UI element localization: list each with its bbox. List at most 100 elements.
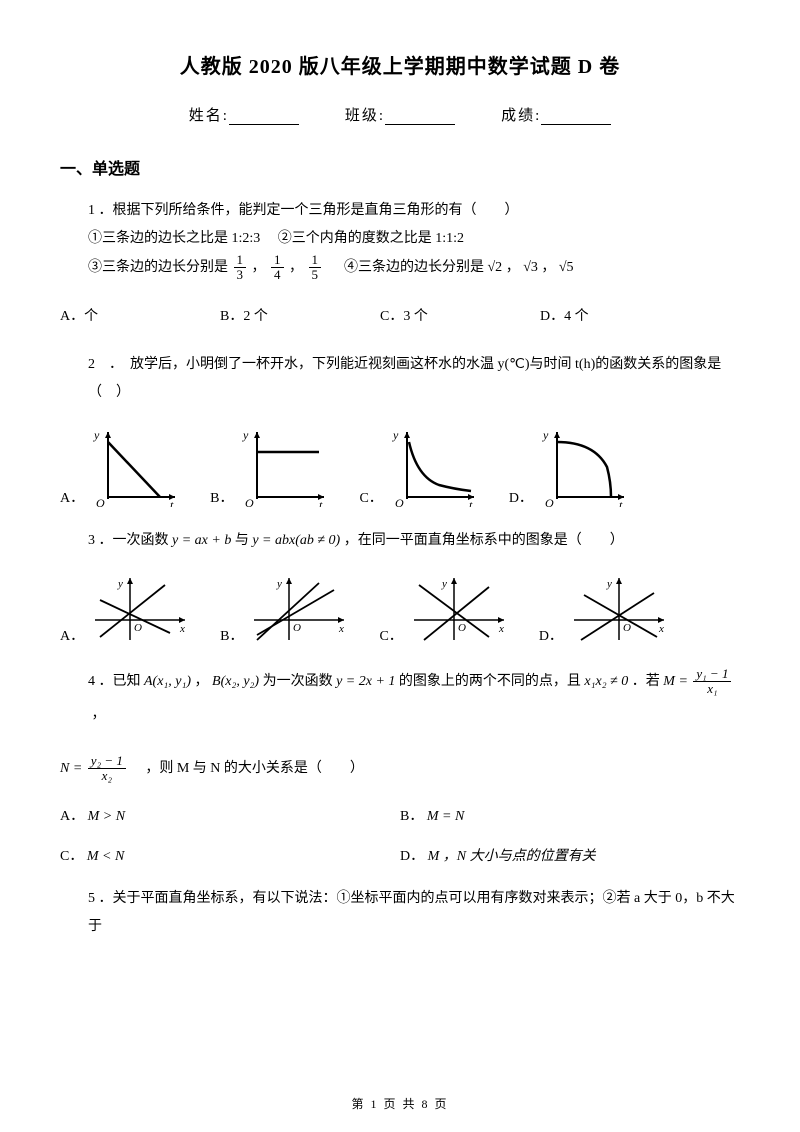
graph-q3-c: y x O <box>409 575 509 645</box>
name-blank[interactable] <box>229 109 299 125</box>
graph-q3-b: y x O <box>249 575 349 645</box>
svg-text:x: x <box>658 623 664 635</box>
svg-text:y: y <box>242 428 249 442</box>
q2-opt-b[interactable]: B． y t O <box>210 427 329 507</box>
q3-eq2: y = abx(ab ≠ 0) <box>252 533 340 548</box>
q3-opt-a[interactable]: A． y x O <box>60 575 190 645</box>
q1-opt-c[interactable]: C．3 个 <box>380 303 540 331</box>
q1-options: A．个 B．2 个 C．3 个 D．4 个 <box>60 303 740 331</box>
q1-comma2: ， <box>541 260 555 275</box>
q5-stem: 5 ．关于平面直角坐标系，有以下说法：①坐标平面内的点可以用有序数对来表示；②若… <box>88 885 740 941</box>
q3-opt-d[interactable]: D． y x O <box>539 575 669 645</box>
svg-text:y: y <box>276 578 282 590</box>
sqrt3: √3 <box>523 260 538 275</box>
q1-sep1: ， <box>252 260 266 275</box>
q2-label-a: A． <box>60 487 84 507</box>
svg-text:y: y <box>542 428 549 442</box>
svg-text:O: O <box>545 496 554 507</box>
q1-c4-prefix: ④三条边的边长分别是 <box>327 260 485 275</box>
q4-optA-label: A． <box>60 809 84 824</box>
q1-comma1: ， <box>506 260 520 275</box>
q4-opts-row1: A． M > N B． M = N <box>60 805 740 825</box>
svg-text:O: O <box>395 496 404 507</box>
question-1: 1 ．根据下列所给条件，能判定一个三角形是直角三角形的有（ ） ①三条边的边长之… <box>60 197 740 283</box>
q4-line2: N = y₂ − 1x₂ ，则 M 与 N 的大小关系是（ ） <box>60 752 740 786</box>
q4-optB-label: B． <box>400 809 423 824</box>
graph-q2-d: y t O <box>539 427 629 507</box>
graph-q2-c: y t O <box>389 427 479 507</box>
svg-text:O: O <box>96 496 105 507</box>
q2-opt-c[interactable]: C． y t O <box>359 427 478 507</box>
q4-optC-label: C． <box>60 849 83 864</box>
svg-text:y: y <box>117 578 123 590</box>
q4-optD-math: M ，N 大小与点的位置有关 <box>428 849 596 864</box>
svg-text:t: t <box>469 498 473 507</box>
q4-opt-d[interactable]: D． M ，N 大小与点的位置有关 <box>400 845 740 865</box>
svg-text:y: y <box>606 578 612 590</box>
q3-prefix: 3 ．一次函数 <box>88 533 169 548</box>
q3-opt-c[interactable]: C． y x O <box>379 575 508 645</box>
q4-prefix: 4 ．已知 <box>88 674 144 689</box>
q4-optD-label: D． <box>400 849 424 864</box>
name-label: 姓名: <box>189 108 229 124</box>
q4-opt-b[interactable]: B． M = N <box>400 805 740 825</box>
q4-optC-math: M < N <box>87 849 124 864</box>
svg-text:y: y <box>441 578 447 590</box>
sqrt2: √2 <box>488 260 503 275</box>
svg-text:O: O <box>245 496 254 507</box>
q1-opt-b[interactable]: B．2 个 <box>220 303 380 331</box>
page-title: 人教版 2020 版八年级上学期期中数学试题 D 卷 <box>60 50 740 79</box>
q1-cond34: ③三条边的边长分别是 13 ， 14 ， 15 ④三条边的边长分别是 √2 ， … <box>88 253 740 283</box>
q4-N-frac: y₂ − 1x₂ <box>88 754 126 784</box>
q3-label-a: A． <box>60 625 84 645</box>
q2-label-c: C． <box>359 487 382 507</box>
q4-M-eq: M = <box>663 674 691 689</box>
q4-comma1: ， <box>195 674 209 689</box>
frac-1-3: 13 <box>234 253 247 283</box>
q2-opt-d[interactable]: D． y t O <box>509 427 629 507</box>
svg-text:O: O <box>458 622 466 634</box>
q3-suffix: ，在同一平面直角坐标系中的图象是（ ） <box>344 533 624 548</box>
q4-M-frac: y₁ − 1x₁ <box>693 667 731 697</box>
q4-optB-math: M = N <box>427 809 464 824</box>
svg-text:x: x <box>338 623 344 635</box>
svg-text:x: x <box>498 623 504 635</box>
q1-opt-d[interactable]: D．4 个 <box>540 303 700 331</box>
q2-opt-a[interactable]: A． y t O <box>60 427 180 507</box>
graph-q3-a: y x O <box>90 575 190 645</box>
frac-1-5: 15 <box>309 253 322 283</box>
q4-opt-c[interactable]: C． M < N <box>60 845 400 865</box>
q1-stem: 1 ．根据下列所给条件，能判定一个三角形是直角三角形的有（ ） <box>88 197 740 225</box>
q1-cond1: ①三条边的边长之比是 1:2:3 ②三个内角的度数之比是 1:1:2 <box>88 225 740 253</box>
svg-text:t: t <box>619 498 623 507</box>
svg-text:y: y <box>392 428 399 442</box>
q3-graphs: A． y x O B． y x O C． <box>60 575 740 645</box>
q4-N-eq: N = <box>60 761 86 776</box>
q1-c3-prefix: ③三条边的边长分别是 <box>88 260 232 275</box>
q1-opt-a[interactable]: A．个 <box>60 303 220 331</box>
q2-label-d: D． <box>509 487 533 507</box>
question-5: 5 ．关于平面直角坐标系，有以下说法：①坐标平面内的点可以用有序数对来表示；②若… <box>60 885 740 941</box>
page-footer: 第 1 页 共 8 页 <box>0 1095 800 1112</box>
q2-stem: 2 ． 放学后，小明倒了一杯开水，下列能近视刻画这杯水的水温 y(℃)与时间 t… <box>88 351 740 407</box>
q4-suffix: ，则 M 与 N 的大小关系是（ ） <box>131 761 364 776</box>
q3-opt-b[interactable]: B． y x O <box>220 575 349 645</box>
q3-label-b: B． <box>220 625 243 645</box>
graph-q3-d: y x O <box>569 575 669 645</box>
q4-eq: y = 2x + 1 <box>336 674 395 689</box>
class-blank[interactable] <box>385 109 455 125</box>
q4-opt-a[interactable]: A． M > N <box>60 805 400 825</box>
info-line: 姓名: 班级: 成绩: <box>60 104 740 125</box>
q4-mid2: 的图象上的两个不同的点，且 <box>399 674 585 689</box>
q3-label-c: C． <box>379 625 402 645</box>
graph-q2-b: y t O <box>239 427 329 507</box>
question-4: 4 ．已知 A(x₁, y₁) ， B(x₂, y₂) 为一次函数 y = 2x… <box>60 665 740 732</box>
q4-comma-end: ， <box>92 707 106 722</box>
score-blank[interactable] <box>541 109 611 125</box>
q4-B: B(x₂, y₂) <box>212 674 259 689</box>
q4-cond: x₁x₂ ≠ 0 <box>584 674 628 689</box>
q4-mid3: ．若 <box>632 674 664 689</box>
svg-text:O: O <box>293 622 301 634</box>
frac-1-4: 14 <box>271 253 284 283</box>
svg-text:y: y <box>93 428 100 442</box>
